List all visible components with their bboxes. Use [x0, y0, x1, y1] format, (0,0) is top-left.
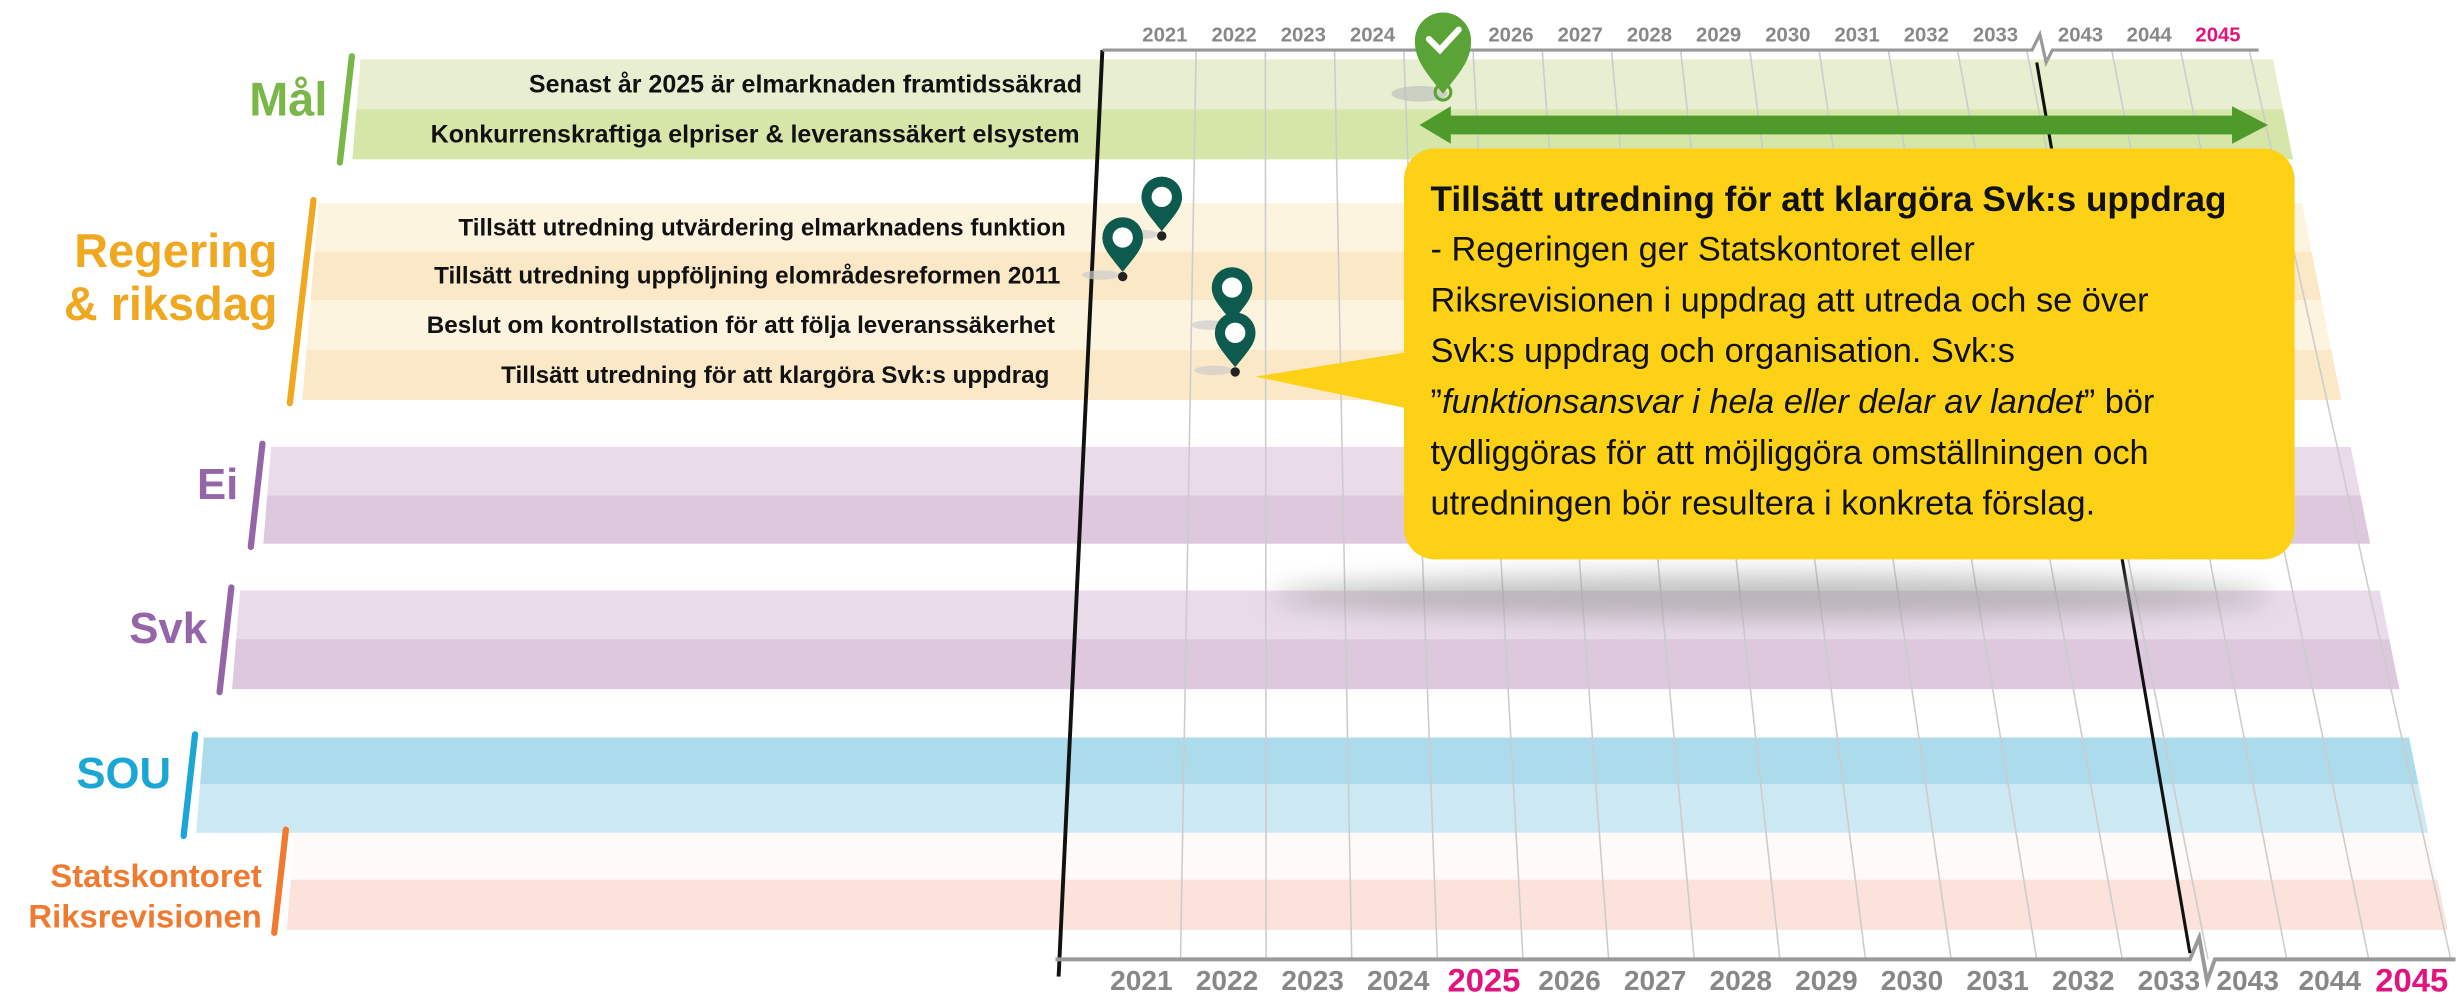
lane-band [200, 737, 2419, 785]
year-label-bottom: 2045 [2375, 961, 2448, 998]
year-label-top: 2023 [1281, 24, 1326, 46]
lane-band [196, 784, 2429, 833]
lane-label: Mål [249, 73, 327, 125]
callout-body: utredningen bör resultera i konkreta för… [1431, 485, 2096, 523]
year-label-bottom: 2033 [2138, 965, 2201, 996]
callout-italic: funktionsansvar i hela eller delar av la… [1442, 383, 2085, 421]
year-label-top: 2033 [1973, 24, 2018, 46]
lane-item: Senast år 2025 är elmarknaden framtidssä… [529, 71, 1082, 99]
lane-label: Svk [129, 604, 208, 653]
lane-slash [247, 440, 266, 550]
year-label-bottom: 2023 [1281, 965, 1344, 996]
year-label-bottom: 2044 [2298, 965, 2361, 996]
pin-shadow [1082, 270, 1120, 280]
lane-item: Beslut om kontrollstation för att följa … [427, 312, 1055, 339]
lane-item: Tillsätt utredning uppföljning elområdes… [434, 263, 1060, 290]
lane-slash [336, 53, 355, 166]
lane-label: & riksdag [64, 278, 278, 330]
year-label-bottom: 2024 [1367, 965, 1430, 996]
pin-target [1433, 82, 1453, 102]
year-label-bottom: 2027 [1624, 965, 1687, 996]
year-label-top: 2024 [1350, 24, 1396, 46]
pin-check [1425, 26, 1462, 55]
lane-band [232, 639, 2400, 690]
year-label-top: 2022 [1212, 24, 1257, 46]
lane-band [290, 832, 2438, 880]
callout-box [1403, 148, 2295, 560]
year-label-bottom: 2021 [1110, 965, 1173, 996]
year-label-top: 2026 [1488, 24, 1533, 46]
year-label-top: 2044 [2127, 24, 2173, 46]
year-label-top: 2043 [2058, 24, 2103, 46]
year-label-bottom: 2029 [1795, 965, 1858, 996]
pin-hole [1112, 227, 1133, 248]
callout-text: ” [1431, 383, 1442, 421]
lane-slash [286, 196, 317, 407]
lane-label: Ei [197, 460, 238, 509]
year-label-bottom: 2043 [2216, 965, 2279, 996]
year-label-top: 2030 [1765, 24, 1810, 46]
year-label-top: 2032 [1904, 24, 1949, 46]
callout-text: ” bör [2084, 383, 2155, 421]
lane-label: Regering [74, 225, 277, 277]
year-label-bottom: 2030 [1881, 965, 1944, 996]
lane-slash [180, 731, 199, 840]
goal-arrow [1419, 106, 2268, 144]
pin-shadow [1391, 85, 1448, 102]
axis-left [1056, 49, 1105, 977]
year-label-bottom: 2026 [1538, 965, 1601, 996]
pin-dot [1118, 271, 1128, 282]
grid-line [1264, 49, 1267, 960]
pin-dot [1157, 231, 1167, 241]
lane-item: Konkurrenskraftiga elpriser & leveranssä… [431, 121, 1080, 149]
lane-item: Tillsätt utredning utvärdering elmarknad… [458, 214, 1065, 241]
year-label-bottom: 2022 [1196, 965, 1259, 996]
pin-hole [1221, 277, 1243, 298]
year-label-bottom: 2032 [2052, 965, 2115, 996]
callout-title: Tillsätt utredning för att klargöra Svk:… [1431, 180, 2227, 219]
lane-label: Statskontoret [50, 857, 261, 894]
pin-hole [1151, 186, 1172, 208]
lane-band [286, 879, 2448, 930]
year-label-top: 2029 [1696, 24, 1741, 46]
year-label-top: 2045 [2195, 24, 2240, 46]
lane-slash [271, 826, 290, 936]
callout-body: Svk:s uppdrag och organisation. Svk:s [1431, 332, 2015, 370]
year-label-bottom: 2031 [1966, 965, 2029, 996]
callout-body: ”funktionsansvar i hela eller delar av l… [1431, 383, 2155, 421]
callout-body: Riksrevisionen i uppdrag att utreda och … [1431, 281, 2149, 319]
pin-shadow [1194, 365, 1233, 375]
pin-dot [1230, 367, 1240, 377]
axis-bottom [1055, 930, 2456, 989]
lane-item: Tillsätt utredning för att klargöra Svk:… [501, 362, 1049, 389]
callout-shadow [1271, 575, 2272, 619]
year-label-top: 2027 [1558, 24, 1603, 46]
lane-slash [216, 584, 235, 696]
lane-label: SOU [76, 749, 171, 798]
callout-pointer [1255, 351, 1412, 410]
year-label-top: 2021 [1142, 24, 1187, 46]
year-label-top: 2028 [1627, 24, 1672, 46]
callout-body: tydliggöras för att möjliggöra omställni… [1431, 434, 2149, 472]
year-label-bottom: 2025 [1447, 961, 1520, 998]
grid-line [1333, 49, 1353, 960]
lane-label: Riksrevisionen [28, 897, 261, 934]
grid-line [1179, 49, 1197, 960]
callout-body: - Regeringen ger Statskontoret eller [1431, 231, 1975, 269]
year-label-bottom: 2028 [1710, 965, 1773, 996]
axis-top [1102, 29, 2259, 68]
lane-band [356, 59, 2284, 110]
year-label-top: 2031 [1834, 24, 1879, 46]
pin-hole [1225, 322, 1246, 343]
